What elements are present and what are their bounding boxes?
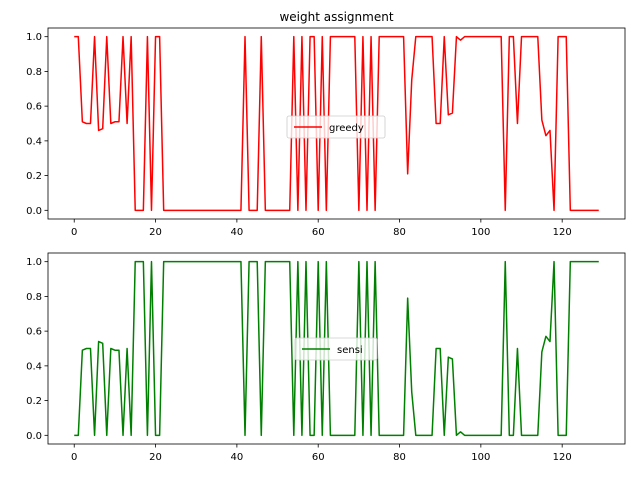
y-tick-label: 1.0 [26,257,42,268]
legend-box [286,115,386,139]
x-tick-label: 20 [149,227,162,238]
x-tick-label: 0 [71,227,77,238]
y-tick-label: 0.2 [26,171,42,182]
series-line-sensi [74,260,599,437]
chart-title: weight assignment [279,10,393,24]
x-tick-label: 40 [231,452,244,463]
legend-box [294,337,378,361]
x-tick-label: 120 [553,227,572,238]
y-tick-label: 0.4 [26,361,42,372]
x-tick-label: 120 [553,452,572,463]
x-tick-label: 100 [471,227,490,238]
legend-label: sensi [337,345,363,356]
y-tick-label: 0.6 [26,102,42,113]
x-tick-label: 20 [149,452,162,463]
x-tick-label: 100 [471,452,490,463]
legend: greedy [286,115,386,139]
x-tick-label: 80 [393,452,406,463]
y-tick-label: 0.6 [26,327,42,338]
y-tick-label: 0.2 [26,396,42,407]
legend-label: greedy [329,123,364,134]
y-tick-label: 0.4 [26,136,42,147]
x-tick-label: 80 [393,227,406,238]
legend: sensi [294,337,378,361]
bottom-chart: 0 20 40 60 80 100 120 0.0 0.2 0.4 0.6 0.8 1.0 sensi [26,252,626,463]
series-line-greedy [74,35,599,212]
y-tick-label: 0.0 [26,206,42,217]
x-tick-label: 40 [231,227,244,238]
x-tick-label: 60 [312,227,325,238]
y-tick-label: 0.8 [26,67,42,78]
top-chart: weight assignment 0 20 40 60 80 100 120 0.0 0.2 0.… [26,10,626,238]
axes-frame [47,27,626,220]
x-tick-label: 0 [71,452,77,463]
y-tick-label: 0.0 [26,431,42,442]
x-tick-label: 60 [312,452,325,463]
y-tick-label: 0.8 [26,292,42,303]
axes-frame [47,252,626,445]
y-tick-label: 1.0 [26,32,42,43]
